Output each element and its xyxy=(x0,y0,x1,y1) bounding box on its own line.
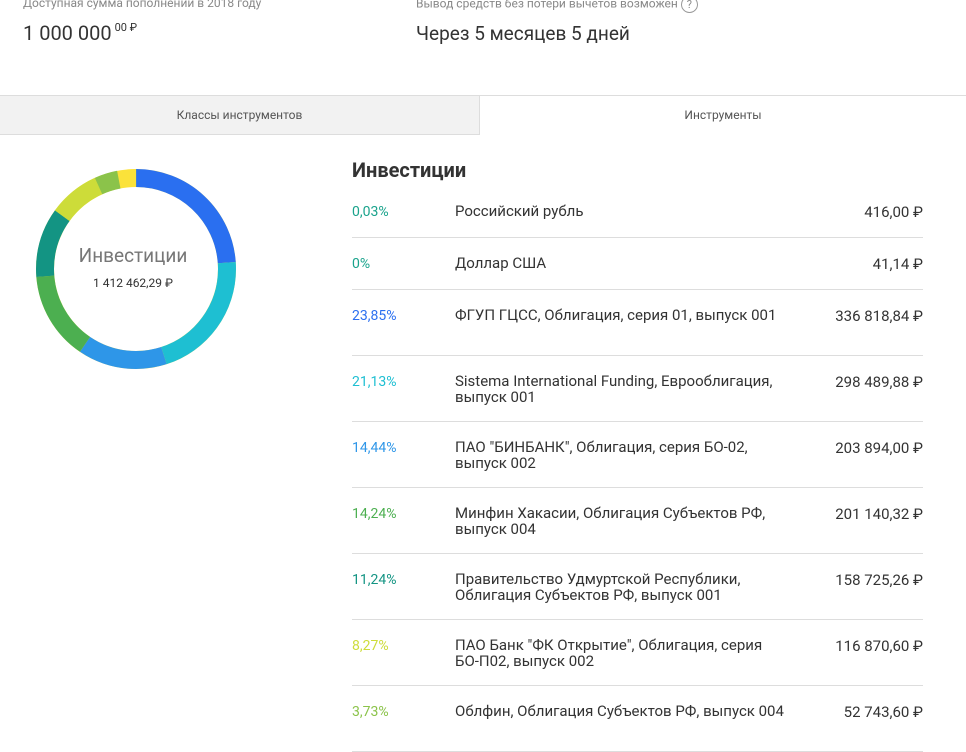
list-row: 23,85% ФГУП ГЦСС, Облигация, серия 01, вы… xyxy=(352,290,923,356)
list-row: 11,24% Правительство Удмуртской Республик… xyxy=(352,554,923,620)
amount-fraction: 00 ₽ xyxy=(114,21,138,34)
instrument-name: ПАО Банк "ФК Открытие", Облигация, серия… xyxy=(455,636,763,670)
amount: 201 140,32 ₽ xyxy=(835,505,923,523)
donut-title: Инвестиции xyxy=(79,244,188,267)
share: 21,13% xyxy=(352,374,397,390)
withdraw-label: Вывод средств без потери вычетов возможе… xyxy=(416,0,698,13)
share: 23,85% xyxy=(352,308,397,324)
donut-segment xyxy=(36,169,236,369)
share: 8,27% xyxy=(352,638,389,654)
withdraw-text: Вывод средств без потери вычетов возможе… xyxy=(416,0,678,11)
donut-segment xyxy=(36,169,236,369)
instrument-name: Правительство Удмуртской Республики, Обл… xyxy=(455,570,741,604)
amount: 158 725,26 ₽ xyxy=(835,571,923,589)
amount: 1 000 000 00 ₽ xyxy=(23,21,137,45)
list-row: 0,03% Российский рубль 416,00 ₽ xyxy=(352,186,923,238)
donut-total: 1 412 462,29 ₽ xyxy=(93,276,173,290)
list-title: Инвестиции xyxy=(352,158,467,182)
donut-chart: Инвестиции 1 412 462,29 ₽ xyxy=(36,169,236,369)
amount: 336 818,84 ₽ xyxy=(835,307,923,325)
share: 14,24% xyxy=(352,506,397,522)
instrument-name: ФГУП ГЦСС, Облигация, серия 01, выпуск 0… xyxy=(455,306,777,324)
amount-int: 1 000 000 xyxy=(23,21,112,45)
available-label: Доступная сумма пополнений в 2018 году xyxy=(23,0,262,10)
list-row: 14,24% Минфин Хакасии, Облигация Субъекто… xyxy=(352,488,923,554)
share: 0,03% xyxy=(352,204,389,220)
share: 11,24% xyxy=(352,572,397,588)
amount: 41,14 ₽ xyxy=(872,255,923,273)
share: 3,73% xyxy=(352,704,389,720)
share: 14,44% xyxy=(352,440,397,456)
tab[interactable]: Классы инструментов xyxy=(0,96,480,135)
donut-segment xyxy=(36,169,236,369)
withdraw-value: Через 5 месяцев 5 дней xyxy=(416,22,630,45)
instrument-name: Облфин, Облигация Субъектов РФ, выпуск 0… xyxy=(455,702,784,720)
tab-active[interactable]: Инструменты xyxy=(480,96,966,135)
list-row: 0% Доллар США 41,14 ₽ xyxy=(352,238,923,290)
instrument-name: Российский рубль xyxy=(455,202,584,220)
list-row: 14,44% ПАО "БИНБАНК", Облигация, серия БО… xyxy=(352,422,923,488)
amount: 52 743,60 ₽ xyxy=(843,703,923,721)
instrument-name: Минфин Хакасии, Облигация Субъектов РФ, … xyxy=(455,504,766,538)
list-row: 3,73% Облфин, Облигация Субъектов РФ, вып… xyxy=(352,686,923,752)
list-row: 21,13% Sistema International Funding, Евр… xyxy=(352,356,923,422)
tabs-border xyxy=(0,95,966,96)
amount: 203 894,00 ₽ xyxy=(835,439,923,457)
help-icon[interactable]: ? xyxy=(680,0,698,13)
amount: 416,00 ₽ xyxy=(864,203,923,221)
amount: 116 870,60 ₽ xyxy=(835,637,923,655)
donut-segment xyxy=(36,169,236,369)
instrument-name: ПАО "БИНБАНК", Облигация, серия БО-02, в… xyxy=(455,438,748,472)
share: 0% xyxy=(352,256,371,272)
donut-arcs xyxy=(36,169,236,369)
amount: 298 489,88 ₽ xyxy=(835,373,923,391)
instrument-name: Доллар США xyxy=(455,254,547,272)
instrument-name: Sistema International Funding, Еврооблиг… xyxy=(455,372,773,406)
list-row: 8,27% ПАО Банк "ФК Открытие", Облигация, … xyxy=(352,620,923,686)
